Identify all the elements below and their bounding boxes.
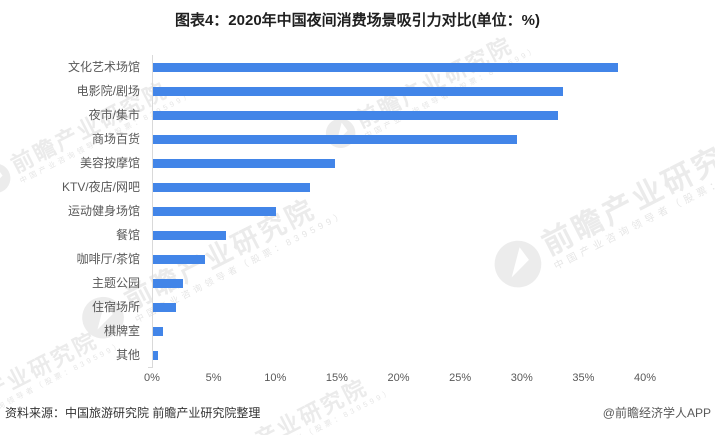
- x-tick-label: 25%: [449, 372, 472, 384]
- x-tick-label: 35%: [572, 372, 595, 384]
- category-label: 咖啡厅/茶馆: [76, 252, 140, 266]
- bar: [153, 158, 336, 168]
- plot-area: [148, 55, 646, 368]
- bar: [153, 326, 163, 336]
- x-tick-label: 15%: [325, 372, 348, 384]
- source-note: 资料来源：中国旅游研究院 前瞻产业研究院整理: [5, 406, 261, 420]
- bar: [153, 302, 177, 312]
- bar: [153, 230, 226, 240]
- axis-tick-mark: [148, 367, 153, 368]
- credit-note: @前瞻经济学人APP: [602, 406, 711, 420]
- category-label: 棋牌室: [103, 324, 140, 338]
- x-tick-label: 10%: [264, 372, 287, 384]
- bar-row: [153, 55, 646, 79]
- category-label: KTV/夜店/网吧: [61, 180, 140, 194]
- bar: [153, 278, 183, 288]
- bar: [153, 110, 559, 120]
- bar-row: [153, 223, 646, 247]
- category-label: 主题公园: [91, 276, 140, 290]
- bar-row: [153, 295, 646, 319]
- category-label: 餐馆: [115, 228, 140, 242]
- category-label: 住宿场所: [91, 300, 140, 314]
- category-label: 文化艺术场馆: [67, 60, 140, 74]
- x-axis: 0% 5% 10% 15% 20% 25% 30% 35% 40%: [144, 372, 656, 388]
- category-label: 商场百货: [91, 132, 140, 146]
- bar-row: [153, 151, 646, 175]
- bar: [153, 86, 564, 96]
- chart-title: 图表4：2020年中国夜间消费场景吸引力对比(单位：%): [174, 12, 541, 29]
- category-label: 其他: [115, 348, 140, 362]
- category-label: 夜市/集市: [88, 108, 140, 122]
- bar: [153, 182, 310, 192]
- x-tick-label: 0%: [144, 372, 160, 384]
- bar-row: [153, 127, 646, 151]
- x-tick-label: 5%: [205, 372, 222, 384]
- x-tick-label: 40%: [633, 372, 657, 384]
- bar-row: [153, 271, 646, 295]
- bars-area: [153, 55, 646, 367]
- category-label: 运动健身场馆: [67, 204, 140, 218]
- bar-row: [153, 103, 646, 127]
- bar: [153, 62, 618, 72]
- category-label: 电影院/剧场: [76, 84, 140, 98]
- bar: [153, 206, 277, 216]
- bar: [153, 350, 158, 360]
- bar: [153, 254, 205, 264]
- category-label: 美容按摩馆: [79, 156, 140, 170]
- bar-row: [153, 247, 646, 271]
- bar-row: [153, 175, 646, 199]
- category-labels: 文化艺术场馆电影院/剧场夜市/集市商场百货美容按摩馆 KTV/夜店/网吧 运动健身场…: [0, 55, 146, 367]
- bar-row: [153, 199, 646, 223]
- x-tick-label: 30%: [510, 372, 533, 384]
- x-tick-label: 20%: [387, 372, 410, 384]
- bar-row: [153, 79, 646, 103]
- bar: [153, 134, 517, 144]
- bar-row: [153, 319, 646, 343]
- bar-row: [153, 343, 646, 367]
